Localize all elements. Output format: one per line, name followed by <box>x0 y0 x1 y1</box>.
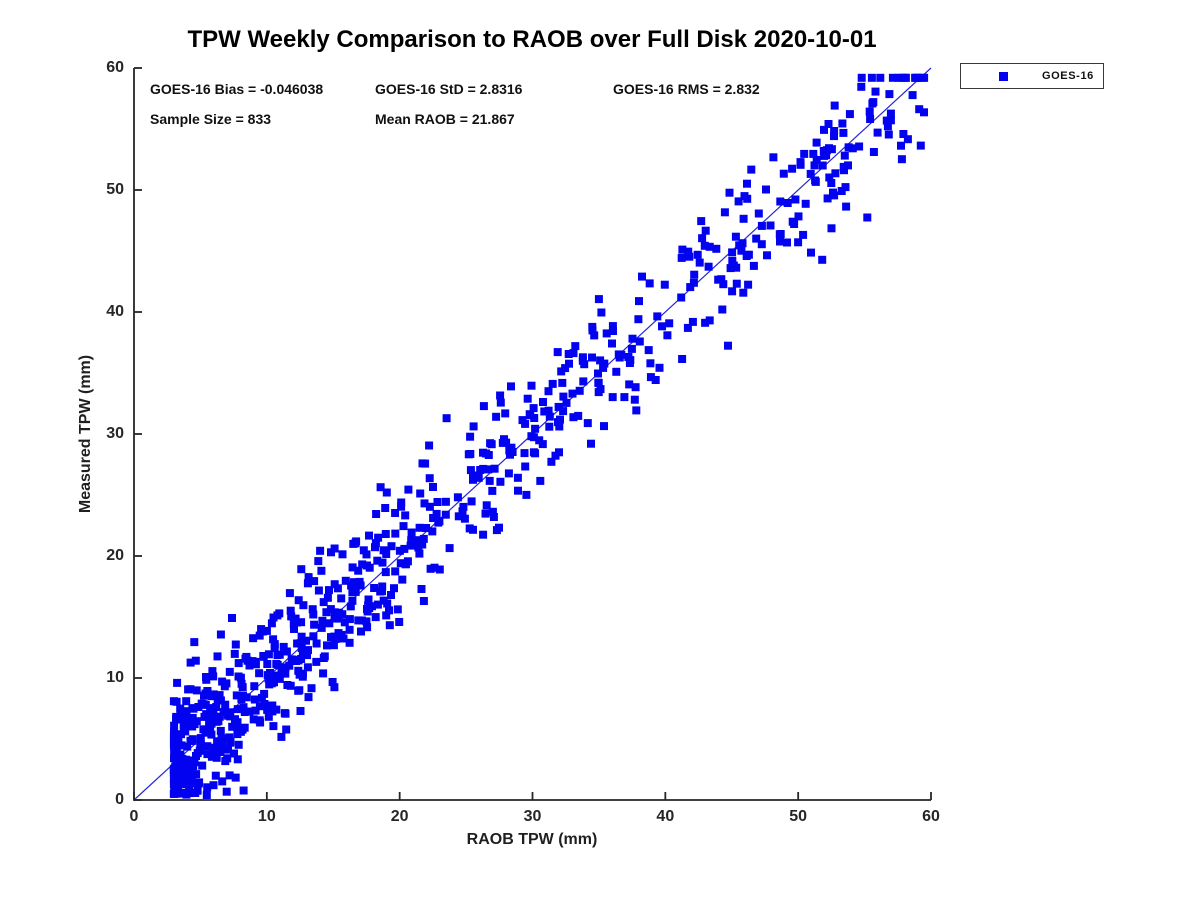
x-tick-label: 50 <box>789 808 808 825</box>
x-tick-label: 0 <box>129 808 139 825</box>
y-tick-label: 20 <box>106 547 124 564</box>
y-tick-label: 40 <box>106 303 124 320</box>
legend: GOES-16 <box>960 63 1104 89</box>
x-axis-label: RAOB TPW (mm) <box>466 831 598 848</box>
stat-std: GOES-16 StD = 2.8316 <box>375 81 523 97</box>
y-tick-label: 60 <box>106 59 124 76</box>
legend-label: GOES-16 <box>1042 70 1094 82</box>
x-tick-label: 40 <box>656 808 675 825</box>
y-tick-label: 30 <box>106 425 124 442</box>
stat-mean-raob: Mean RAOB = 21.867 <box>375 111 515 127</box>
x-tick-label: 30 <box>523 808 542 825</box>
x-tick-label: 60 <box>922 808 940 825</box>
plot-spines <box>133 67 932 801</box>
legend-marker-square-icon <box>999 71 1008 81</box>
stat-sample-size: Sample Size = 833 <box>150 111 272 127</box>
stat-rms: GOES-16 RMS = 2.832 <box>613 81 760 97</box>
scatter-points <box>169 73 929 799</box>
chart-title: TPW Weekly Comparison to RAOB over Full … <box>187 26 877 53</box>
y-tick-label: 0 <box>115 791 124 808</box>
y-axis-label: Measured TPW (mm) <box>77 354 94 514</box>
x-tick-label: 10 <box>257 808 276 825</box>
y-tick-label: 10 <box>106 669 124 686</box>
x-tick-label: 20 <box>390 808 409 825</box>
stat-bias: GOES-16 Bias = -0.046038 <box>150 81 324 97</box>
y-tick-label: 50 <box>106 181 124 198</box>
